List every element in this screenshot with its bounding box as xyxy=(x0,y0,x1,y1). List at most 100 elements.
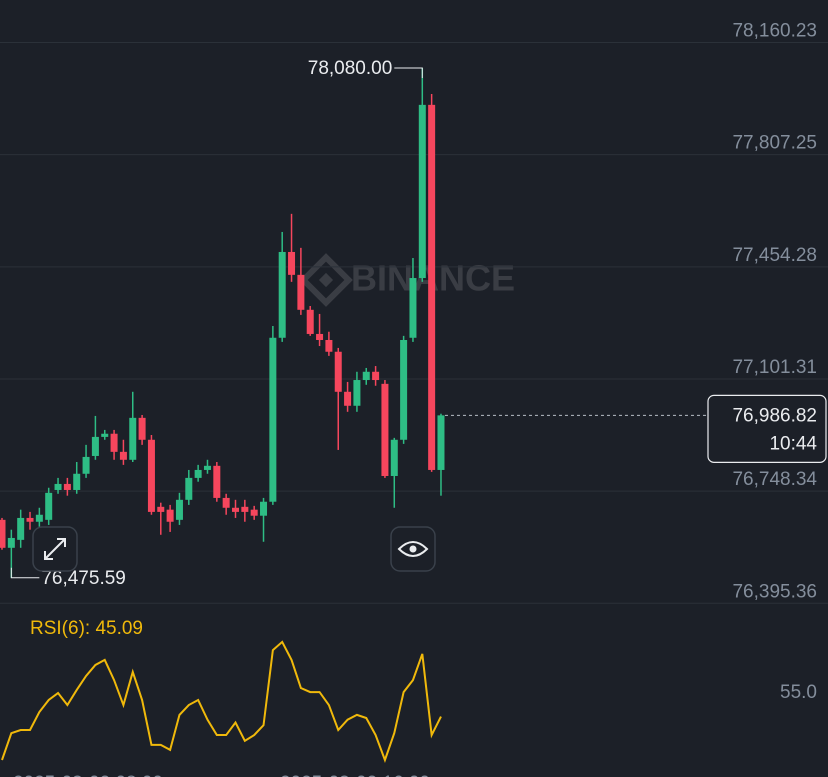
candle xyxy=(428,94,436,472)
y-tick-label: 78,160.23 xyxy=(732,21,817,42)
candle-body xyxy=(288,251,296,275)
low-marker-line xyxy=(10,567,40,579)
candle-body xyxy=(362,371,370,381)
candle xyxy=(288,213,296,282)
candle-body xyxy=(91,436,99,456)
candle-body xyxy=(428,104,436,470)
y-tick-label: 77,101.31 xyxy=(732,357,817,378)
candle xyxy=(437,413,445,496)
candles xyxy=(0,67,445,578)
candle-body xyxy=(185,477,193,500)
candle xyxy=(409,258,417,342)
candle-body xyxy=(222,497,230,508)
candle xyxy=(63,477,71,496)
candle-body xyxy=(175,499,183,520)
rsi-line xyxy=(1,640,442,763)
candle xyxy=(222,493,230,515)
candle xyxy=(232,499,239,518)
candle-body xyxy=(400,339,408,440)
candle xyxy=(73,462,81,494)
candle xyxy=(306,305,314,336)
candle-body xyxy=(241,506,249,512)
candle xyxy=(381,380,389,478)
y-tick-label: 76,395.36 xyxy=(732,581,817,602)
candle-body xyxy=(35,514,43,522)
y-tick-label: 77,807.25 xyxy=(732,133,817,154)
candle-body xyxy=(101,433,109,437)
candle-body xyxy=(110,433,118,452)
candle xyxy=(119,439,127,465)
candle xyxy=(129,391,137,463)
candle-body xyxy=(26,517,34,522)
candle xyxy=(166,504,174,532)
candle xyxy=(138,414,146,445)
candle-body xyxy=(119,451,127,460)
candle-body xyxy=(344,391,352,406)
high-marker-label: 78,080.00 xyxy=(308,58,393,79)
high-marker-line xyxy=(394,67,423,78)
candle xyxy=(400,335,408,444)
candle-body xyxy=(17,517,25,540)
candle-body xyxy=(372,371,380,381)
candle-body xyxy=(390,439,398,476)
candle-body xyxy=(269,337,277,502)
candle-body xyxy=(0,519,6,548)
visibility-button[interactable] xyxy=(390,526,436,572)
candle xyxy=(203,459,211,474)
candle xyxy=(110,429,118,460)
candle-body xyxy=(353,380,361,406)
candle-body xyxy=(45,492,53,520)
expand-button[interactable] xyxy=(32,526,78,572)
candle-body xyxy=(381,383,389,476)
candle-body xyxy=(334,351,342,392)
candle xyxy=(334,347,342,450)
x-tick-label: 2025-03-02 08:00 xyxy=(13,773,163,777)
candle-body xyxy=(409,278,417,338)
countdown: 10:44 xyxy=(769,433,817,454)
candle xyxy=(82,444,90,478)
candle-body xyxy=(63,483,71,490)
candle xyxy=(194,464,202,482)
candle xyxy=(157,502,165,535)
candle-body xyxy=(306,309,314,334)
grid: 78,160.23 77,807.25 77,454.28 77,101.31 76,7… xyxy=(0,21,828,604)
candle-body xyxy=(418,104,426,279)
candle xyxy=(353,371,361,412)
candle-body xyxy=(7,537,15,548)
y-tick-label: 77,454.28 xyxy=(732,245,817,266)
candle xyxy=(91,415,99,460)
overlay: 78,080.00 76,475.59 76,986.82 10:44 55.0 2025… xyxy=(1,58,827,777)
candle-body xyxy=(147,439,155,512)
candle xyxy=(344,381,352,412)
candle xyxy=(185,469,193,505)
candle xyxy=(250,505,258,520)
candle xyxy=(278,231,286,342)
candle-body xyxy=(54,483,62,490)
candle xyxy=(390,437,398,508)
candle xyxy=(241,499,249,522)
candle xyxy=(54,477,62,494)
last-price-box xyxy=(707,394,827,463)
candle-body xyxy=(82,456,90,474)
candle xyxy=(213,462,221,502)
candle xyxy=(372,366,380,386)
candle-body xyxy=(129,417,137,460)
candle xyxy=(35,507,43,527)
candle-body xyxy=(278,251,286,338)
candle-body xyxy=(250,509,258,516)
candle xyxy=(147,435,155,515)
candle xyxy=(269,326,277,505)
x-tick-label: 2025-03-02 16:00 xyxy=(280,773,430,777)
candle-body xyxy=(213,465,221,498)
candle-body xyxy=(157,506,165,512)
candle xyxy=(26,511,34,530)
candle-body xyxy=(437,415,445,470)
candle xyxy=(17,509,25,548)
candle-body xyxy=(325,339,333,352)
candle xyxy=(175,492,183,525)
candle xyxy=(325,331,333,356)
candle xyxy=(297,247,305,315)
